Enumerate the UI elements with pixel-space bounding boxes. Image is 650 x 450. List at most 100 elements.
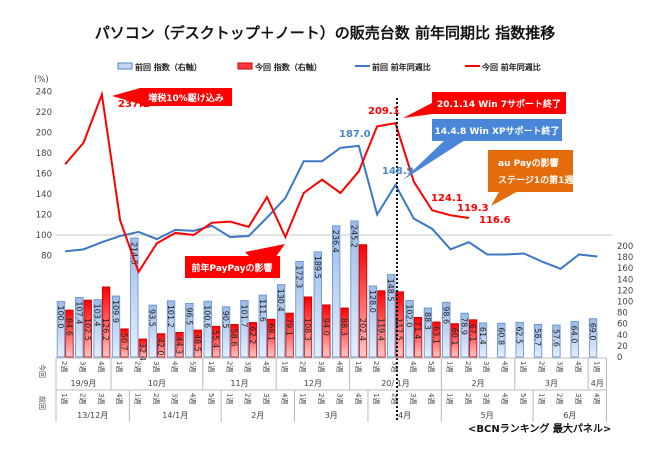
week-label: 3週 xyxy=(79,361,88,372)
cur-bar xyxy=(193,329,203,358)
week-label: 3週 xyxy=(482,361,491,372)
prev-bar-label: 236.4 xyxy=(331,230,340,253)
cur-bar-label: 117.5 xyxy=(395,318,404,341)
week-label: 3週 xyxy=(482,393,491,404)
row-label-current: 今回 xyxy=(38,364,47,378)
week-label: 1週 xyxy=(280,361,289,372)
week-label: 2週 xyxy=(317,393,326,404)
week-label: 3週 xyxy=(152,361,161,372)
week-label: 1週 xyxy=(115,361,124,372)
month-label: 2月 xyxy=(472,379,485,388)
week-label: 4週 xyxy=(335,361,344,372)
cur-bar xyxy=(340,307,349,358)
left-tick-label: 220 xyxy=(36,108,52,118)
annotation-187: 187.0 xyxy=(339,129,371,140)
prev-bar-label: 109.9 xyxy=(111,300,120,323)
prev-bar xyxy=(111,295,121,358)
cur-bar xyxy=(157,333,166,358)
callout-win7-text: 20.1.14 Win 7サポート終了 xyxy=(437,98,561,110)
week-label: 1週 xyxy=(592,361,601,372)
prev-bar-label: 148.5 xyxy=(386,279,395,302)
week-label: 2週 xyxy=(244,393,253,404)
cur-bar-label: 71.4 xyxy=(413,321,422,339)
week-label: 3週 xyxy=(262,393,271,404)
right-tick-label: 0 xyxy=(617,353,622,363)
week-label: 2週 xyxy=(556,393,565,404)
prev-bar-label: 100.6 xyxy=(203,305,212,328)
month-label: 10月 xyxy=(148,379,166,388)
week-label: 1週 xyxy=(299,393,308,404)
cur-bar-label: 58.6 xyxy=(230,328,239,346)
week-label: 4週 xyxy=(115,393,124,404)
week-label: 3週 xyxy=(574,393,583,404)
prev-bars xyxy=(56,220,598,358)
prev-bar xyxy=(130,237,139,358)
week-label: 3週 xyxy=(244,361,253,372)
cur-bar-label: 44.3 xyxy=(175,336,184,354)
legend-label-cur-line: 今回 前年同週比 xyxy=(481,62,541,72)
cur-bar xyxy=(138,338,147,358)
month-label: 3月 xyxy=(325,411,338,420)
cur-bar-label: 62.2 xyxy=(248,326,257,344)
week-label: 4週 xyxy=(409,361,418,372)
week-label: 2週 xyxy=(152,393,161,404)
week-label: 4週 xyxy=(170,361,179,372)
annotation-119: 119.3 xyxy=(457,203,489,214)
legend-swatch-prev-bar xyxy=(117,62,133,70)
week-label: 4週 xyxy=(280,393,289,404)
cur-bar xyxy=(377,290,386,358)
month-label: 6月 xyxy=(563,411,576,420)
prev-bar-label: 60.8 xyxy=(496,327,505,345)
prev-bar xyxy=(515,321,524,358)
legend: 前回 指数（右軸） 今回 指数（右軸） 前回 前年同週比 今回 前年同週比 xyxy=(117,62,541,72)
left-tick-label: 80 xyxy=(41,252,52,262)
week-label: 3週 xyxy=(97,393,106,404)
prev-bar xyxy=(93,299,102,358)
right-tick-label: 20 xyxy=(617,342,628,352)
month-label: 13/12月 xyxy=(77,411,108,420)
cur-bar xyxy=(468,319,478,358)
legend-label-prev-line: 前回 前年同週比 xyxy=(372,62,431,72)
callout-aupay-text-1: au Payの影響 xyxy=(498,157,559,169)
prev-bar xyxy=(185,303,194,358)
week-label: 1週 xyxy=(207,361,216,372)
cur-bar xyxy=(120,328,129,358)
week-label: 2週 xyxy=(464,361,473,372)
month-label: 4月 xyxy=(398,411,411,420)
cur-bar-label: 102.5 xyxy=(83,318,92,341)
left-tick-label: 120 xyxy=(36,211,52,221)
callout-winxp: 14.4.8 Win XPサポート終了 xyxy=(403,119,562,180)
prev-bar-label: 102.0 xyxy=(405,304,414,327)
month-label: 14/1月 xyxy=(162,411,188,420)
cur-bar-label: 63.1 xyxy=(431,326,440,344)
prev-bar xyxy=(276,284,286,358)
legend-label-prev-bar: 前回 指数（右軸） xyxy=(135,62,202,72)
prev-bar-label: 214.5 xyxy=(129,242,138,265)
week-label: 1週 xyxy=(537,393,546,404)
prev-bar-label: 96.5 xyxy=(184,307,193,325)
cur-bar-label: 55.4 xyxy=(211,330,220,348)
cur-bar xyxy=(413,316,423,358)
right-tick-label: 40 xyxy=(617,331,628,341)
cur-bar-label: 48.5 xyxy=(193,334,202,352)
cur-bar xyxy=(395,291,404,358)
prev-bar xyxy=(166,300,176,358)
cur-bar-label: 42.0 xyxy=(156,338,165,356)
week-label: 3週 xyxy=(170,393,179,404)
right-tick-label: 60 xyxy=(617,320,628,330)
right-tick-label: 200 xyxy=(617,242,633,252)
callout-aupay: au Payの影響 ステージ1の第1週 xyxy=(488,150,574,206)
month-label: 4月 xyxy=(591,379,604,388)
week-label: 4週 xyxy=(574,361,583,372)
source-note: <BCNランキング 最大パネル> xyxy=(468,422,611,435)
left-axis: 80 100 120 140 160 180 200 220 240 xyxy=(36,88,52,262)
prev-bar xyxy=(405,299,414,358)
week-label: 2週 xyxy=(464,393,473,404)
month-label: 11月 xyxy=(230,379,248,388)
prev-bar-label: 172.3 xyxy=(294,265,303,288)
annotation-209: 209.1 xyxy=(368,106,400,117)
cur-bar-label: 50.7 xyxy=(119,333,128,351)
cur-bar-label: 32.4 xyxy=(138,343,147,361)
week-label: 2週 xyxy=(134,361,143,372)
prev-bar xyxy=(240,300,249,358)
